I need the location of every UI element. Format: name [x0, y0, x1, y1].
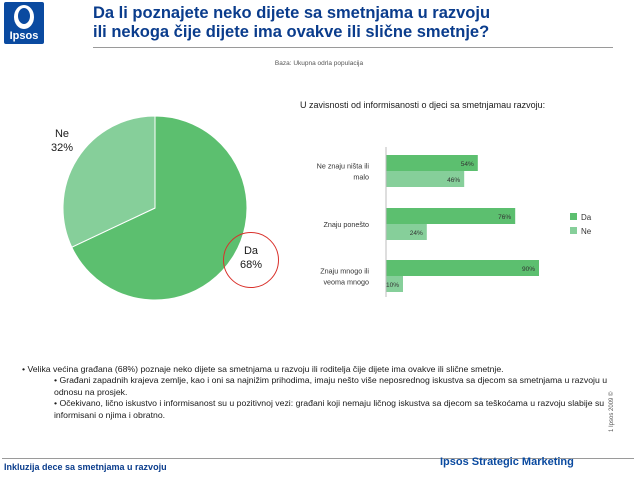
bar-value-label: 24% — [410, 230, 423, 237]
bar-value-label: 46% — [447, 177, 460, 184]
category-label: Znaju ponešto — [323, 220, 369, 229]
bar-value-label: 10% — [386, 282, 399, 289]
category-label: Znaju mnogo ili veoma mnogo — [320, 267, 369, 287]
note-bullet-2: • Građani zapadnih krajeva zemlje, kao i… — [54, 375, 608, 397]
copyright-text: Ipsos 2009 © — [609, 391, 615, 427]
bar-ne — [386, 276, 403, 292]
ipsos-logo: Ipsos — [4, 2, 44, 44]
note-bullet-1: • Velika većina građana (68%) poznaje ne… — [22, 364, 504, 374]
copyright: 1 Ipsos 2009 © — [609, 386, 615, 432]
footer-title: Inkluzija dece sa smetnjama u razvoju — [4, 462, 167, 472]
bar-chart: Ne znaju ništa ili malo 54% 46% Znaju ponešt… — [317, 147, 592, 297]
title-divider — [93, 47, 613, 48]
pie-chart — [62, 115, 248, 301]
pie-label-ne: Ne 32% — [47, 127, 77, 155]
bar-da — [386, 208, 516, 224]
slide-title: Da li poznajete neko dijete sa smetnjama… — [93, 4, 613, 42]
pie-label-da: Da 68% — [223, 232, 279, 288]
page-number: 1 — [609, 428, 615, 432]
pie-label-da-name: Da — [243, 245, 259, 257]
title-line-1: Da li poznajete neko dijete sa smetnjama… — [93, 4, 491, 22]
category-label: Ne znaju ništa ili malo — [317, 162, 370, 182]
base-note: Baza: Ukupna odrla populacija — [274, 60, 364, 67]
bar-value-label: 90% — [522, 266, 535, 273]
legend-label-ne: Ne — [581, 227, 592, 236]
logo-inner-icon — [18, 8, 30, 24]
legend-swatch-da — [570, 213, 577, 220]
bar-da — [386, 155, 478, 171]
bar-value-label: 54% — [461, 161, 474, 168]
footer-divider — [2, 458, 634, 459]
bar-ne — [386, 171, 465, 187]
bar-da — [386, 260, 539, 276]
bar-value-label: 76% — [498, 214, 511, 221]
bar-ne — [386, 224, 427, 240]
pie-slice-ne — [62, 115, 156, 248]
footer-brand: Ipsos Strategic Marketing — [440, 456, 574, 468]
notes-block: • Velika većina građana (68%) poznaje ne… — [22, 364, 622, 421]
bar-chart-heading: U zavisnosti od informisanosti o djeci s… — [300, 100, 546, 110]
pie-label-ne-name: Ne — [54, 128, 70, 140]
legend-swatch-ne — [570, 227, 577, 234]
pie-label-ne-value: 32% — [50, 142, 74, 154]
pie-label-da-value: 68% — [239, 259, 263, 271]
note-bullet-3: • Očekivano, lično iskustvo i informisan… — [54, 398, 605, 420]
logo-text: Ipsos — [9, 30, 39, 42]
legend-label-da: Da — [581, 213, 592, 222]
title-line-2: ili nekoga čije dijete ima ovakve ili sl… — [93, 23, 490, 41]
